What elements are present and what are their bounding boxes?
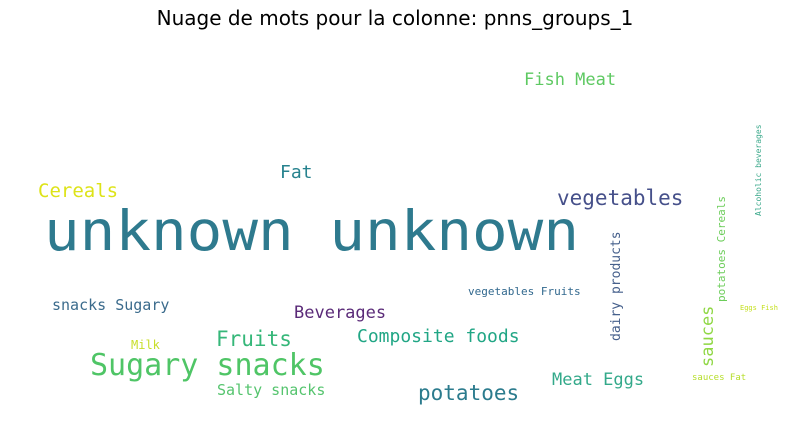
word-alcoholic-beverages: Alcoholic beverages bbox=[754, 124, 763, 216]
word-cereals: Cereals bbox=[38, 180, 118, 202]
word-potatoes-cereals: potatoes Cereals bbox=[715, 196, 728, 302]
chart-title: Nuage de mots pour la colonne: pnns_grou… bbox=[156, 6, 634, 30]
word-salty-snacks: Salty snacks bbox=[217, 381, 325, 399]
word-composite-foods: Composite foods bbox=[357, 326, 520, 347]
word-fat: Fat bbox=[280, 162, 313, 183]
word-beverages: Beverages bbox=[294, 303, 386, 323]
word-potatoes: potatoes bbox=[418, 381, 519, 405]
word-fruits: Fruits bbox=[216, 327, 292, 351]
word-sauces-fat: sauces Fat bbox=[692, 373, 746, 383]
word-sugary-snacks: Sugary snacks bbox=[90, 348, 325, 383]
word-sauces: sauces bbox=[698, 306, 718, 367]
word-vegetables-fruits: vegetables Fruits bbox=[468, 285, 581, 298]
word-unknown-unknown: unknown unknown bbox=[44, 199, 579, 263]
word-dairy-products: dairy products bbox=[609, 231, 624, 341]
word-snacks-sugary: snacks Sugary bbox=[52, 296, 169, 314]
word-vegetables: vegetables bbox=[557, 186, 683, 210]
word-meat-eggs: Meat Eggs bbox=[552, 370, 644, 390]
word-milk: Milk bbox=[131, 338, 161, 352]
word-eggs-fish: Eggs Fish bbox=[740, 304, 778, 312]
word-fish-meat: Fish Meat bbox=[524, 70, 616, 90]
